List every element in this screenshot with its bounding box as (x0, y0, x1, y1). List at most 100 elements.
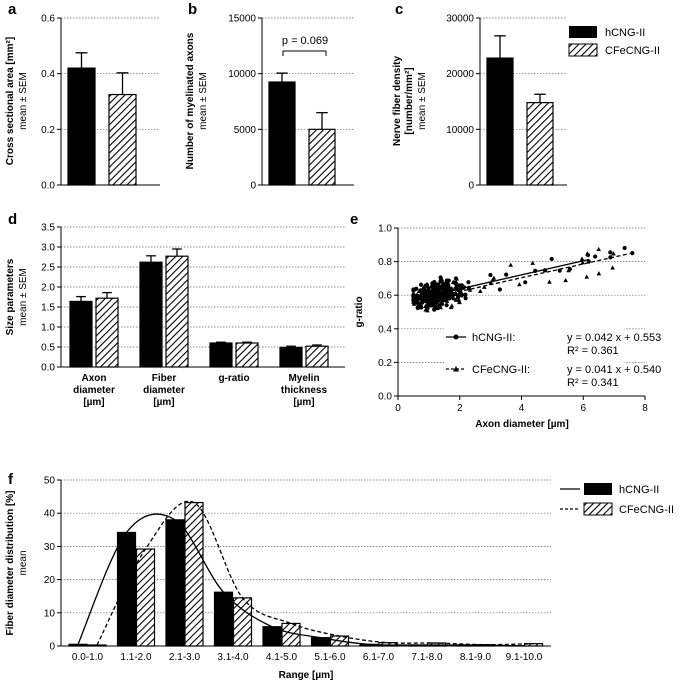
y-tick-label: 10000 (228, 69, 256, 80)
x-category-label: Fiber (152, 373, 177, 384)
panel-e-legend: hCNG-II: y = 0.042 x + 0.553 R² = 0.361 … (444, 323, 661, 389)
x-category-label: Myelin (288, 373, 319, 384)
legend-bottom: hCNG-II CFeCNG-II (560, 483, 674, 516)
panel-a-chart: 0.00.20.40.6 Cross sectional area [mm²] … (5, 14, 160, 192)
panel-b-ysublabel: mean ± SEM (198, 72, 209, 130)
x-category-label: [µm] (293, 397, 314, 408)
panel-letter-e: e (350, 211, 358, 228)
scatter-point-cfecng (433, 289, 438, 294)
y-tick-label: 20000 (446, 69, 474, 80)
y-tick-label: 0.5 (41, 343, 55, 354)
scatter-point-cfecng (491, 275, 497, 280)
panel-f-xlabel: Range [µm] (279, 670, 334, 681)
y-tick-label: 10000 (446, 125, 474, 136)
y-tick-label: 10 (44, 608, 56, 619)
scatter-point-cfecng (579, 256, 585, 261)
bar-cfecng (305, 345, 329, 368)
scatter-point-hcng (445, 283, 451, 288)
bar-hcng (279, 346, 303, 368)
y-tick-label: 2.5 (41, 263, 55, 274)
scatter-point-hcng (488, 272, 493, 278)
scatter-point-cfecng (508, 262, 514, 267)
bar-hcng (139, 261, 163, 368)
panel-c-chart: 0 10000 20000 30000 Nerve fiber density [nu… (392, 14, 567, 192)
x-tick-label: 8 (642, 403, 648, 414)
scatter-point-cfecng (481, 284, 487, 289)
x-category-label: thickness (281, 385, 328, 396)
scatter-point-cfecng (444, 298, 450, 303)
scatter-point-cfecng (596, 246, 602, 252)
scatter-point-cfecng (457, 299, 462, 305)
legend-fit-name-2: CFeCNG-II: (472, 364, 530, 376)
panel-letter-c: c (395, 1, 403, 18)
y-tick-label: 0.4 (41, 69, 55, 80)
x-category-label: 1.1-2.0 (120, 652, 152, 663)
scatter-point-hcng (622, 245, 627, 251)
legend-bottom-label-1: hCNG-II (619, 484, 659, 496)
scatter-point-hcng (523, 280, 528, 285)
x-category-label: g-ratio (218, 373, 249, 384)
legend-fit-eq-1: y = 0.042 x + 0.553 (567, 332, 661, 344)
x-category-label: 8.1-9.0 (460, 652, 492, 663)
bar-cfecng (308, 128, 336, 186)
legend-fit-r2-2: R² = 0.341 (567, 377, 619, 389)
panel-e-ylabel: g-ratio (354, 296, 365, 327)
x-category-label: Axon (82, 373, 107, 384)
scatter-point-cfecng (453, 297, 459, 302)
y-tick-label: 30 (44, 542, 56, 553)
panel-b-ylabel: Number of myelinated axons (185, 32, 196, 169)
x-category-label: [µm] (83, 397, 104, 408)
bar-cfecng (526, 102, 554, 186)
x-category-label: 5.1-6.0 (314, 652, 346, 663)
y-tick-label: 3.0 (41, 243, 55, 254)
bar-hcng (116, 531, 137, 647)
scatter-point-hcng (418, 282, 424, 287)
legend-fit-solid-marker (453, 334, 459, 340)
scatter-point-cfecng (418, 300, 424, 305)
scatter-point-cfecng (453, 279, 459, 284)
bar-cfecng (165, 255, 189, 368)
x-tick-label: 2 (457, 403, 463, 414)
scatter-point-hcng (446, 278, 451, 283)
scatter-point-cfecng (596, 271, 602, 276)
scatter-point-hcng (411, 287, 416, 292)
y-tick-label: 2.0 (41, 283, 55, 294)
scatter-point-hcng (497, 287, 502, 292)
x-category-label: [µm] (153, 397, 174, 408)
scatter-point-cfecng (423, 307, 429, 312)
scatter-point-cfecng (456, 297, 462, 302)
panel-b-chart: 0 5000 10000 15000 p = 0.069 Number of myel… (185, 14, 354, 192)
bar-hcng (213, 591, 234, 647)
y-tick-label: 20 (44, 575, 56, 586)
scatter-point-cfecng (610, 265, 615, 270)
scatter-point-hcng (411, 294, 416, 299)
legend-top-swatch-solid (569, 26, 597, 38)
scatter-point-hcng (444, 303, 449, 308)
scatter-point-cfecng (448, 304, 454, 310)
bar-hcng (69, 300, 93, 368)
scatter-point-cfecng (441, 294, 446, 299)
legend-fit-name-1: hCNG-II: (472, 332, 515, 344)
x-category-label: 3.1-4.0 (217, 652, 249, 663)
scatter-point-hcng (422, 285, 427, 291)
y-tick-label: 0.0 (378, 392, 392, 403)
scatter-point-cfecng (430, 286, 435, 291)
scatter-point-hcng (463, 296, 468, 301)
scatter-point-hcng (608, 250, 613, 255)
bar-cfecng (95, 297, 119, 368)
bar-hcng (165, 519, 185, 647)
x-category-label: 0.0-1.0 (72, 652, 104, 663)
legend-bottom-swatch-solid (584, 483, 612, 495)
y-tick-label: 5000 (234, 125, 257, 136)
scatter-point-hcng (437, 303, 442, 308)
legend-top: hCNG-II CFeCNG-II (568, 26, 660, 57)
legend-fit-eq-2: y = 0.041 x + 0.540 (567, 364, 661, 376)
legend-bottom-label-2: CFeCNG-II (619, 504, 674, 516)
bar-cfecng (184, 501, 204, 647)
scatter-point-hcng (432, 307, 437, 312)
y-tick-label: 0.2 (41, 125, 55, 136)
panel-f-ysublabel: mean (18, 550, 29, 575)
legend-top-label-2: CFeCNG-II (605, 45, 660, 57)
scatter-point-cfecng (580, 260, 585, 265)
